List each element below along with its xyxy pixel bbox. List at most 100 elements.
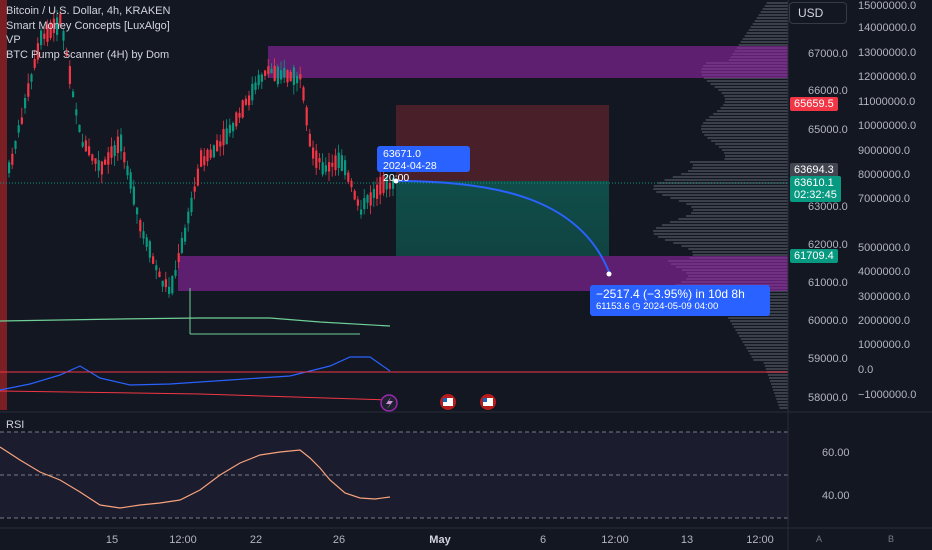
time-axis-label: 15 (105, 534, 119, 546)
volume-profile-bar (765, 368, 788, 370)
candle-body (270, 68, 273, 74)
candle-body (257, 74, 260, 86)
indicator-smc[interactable]: Smart Money Concepts [LuxAlgo] (6, 19, 170, 32)
price-axis-label: 67000.0 (808, 48, 848, 60)
candle-body (158, 271, 161, 278)
price-axis-label: 62000.0 (808, 239, 848, 251)
volume-axis-label: 4000000.0 (858, 266, 910, 278)
volume-profile-bar (774, 392, 788, 394)
bar-countdown: 02:32:45 (794, 189, 837, 201)
candle-body (331, 162, 334, 167)
volume-profile-bar (758, 14, 788, 16)
supply-zone (268, 46, 788, 78)
volume-profile-bar (772, 386, 788, 388)
price-axis-label: 66000.0 (808, 85, 848, 97)
volume-profile-bar (715, 143, 788, 145)
volume-axis-label: −1000000.0 (858, 389, 917, 401)
time-axis-label: 12:00 (601, 534, 629, 546)
target-zone (396, 181, 609, 256)
forecast-target: 61153.6 ◷ 2024-05-09 04:00 (596, 301, 764, 313)
volume-profile-bar (685, 215, 788, 217)
volume-profile-bar (733, 326, 788, 328)
candle-body (94, 158, 97, 164)
start-price: 63671.0 (383, 148, 421, 160)
volume-profile-bar (724, 98, 788, 100)
scale-b-button[interactable]: B (888, 534, 895, 544)
candle-body (43, 33, 46, 39)
volume-profile-bar (753, 359, 788, 361)
volume-profile-bar (707, 137, 788, 139)
volume-profile-bar (751, 356, 788, 358)
candle-body (251, 83, 254, 101)
currency-button[interactable]: USD (789, 2, 847, 24)
candle-body (193, 186, 196, 192)
volume-profile-bar (706, 80, 788, 82)
volume-profile-bar (678, 218, 788, 220)
volume-profile-bar (670, 197, 788, 199)
time-axis-label: 12:00 (746, 534, 774, 546)
candle-body (132, 186, 135, 205)
indicator-pump[interactable]: BTC Pump Scanner (4H) by Dom (6, 48, 170, 61)
volume-profile-bar (657, 182, 788, 184)
symbol-title[interactable]: Bitcoin / U.S. Dollar, 4h, KRAKEN (6, 5, 171, 17)
candle-body (318, 158, 321, 163)
volume-profile-bar (662, 194, 788, 196)
volume-profile-bar (702, 131, 788, 133)
candle-body (392, 178, 395, 189)
volume-profile-bar (689, 161, 788, 163)
rsi-line (0, 446, 391, 509)
volume-axis-label: 15000000.0 (858, 0, 917, 12)
candle-body (328, 162, 331, 172)
rsi-level-label: 40.00 (822, 490, 850, 502)
candle-body (196, 168, 199, 186)
auto-scale-button[interactable]: A (816, 534, 823, 544)
volume-profile-bar (770, 380, 788, 382)
forecast-tooltip: −2517.4 (−3.95%) in 10d 8h 61153.6 ◷ 202… (590, 285, 770, 316)
volume-profile-bar (709, 116, 788, 118)
candle-body (225, 128, 228, 145)
volume-profile-bar (746, 347, 788, 349)
volume-profile-bar (767, 374, 788, 376)
candle-body (337, 152, 340, 169)
volume-axis-label: 3000000.0 (858, 291, 910, 303)
volume-profile-bar (669, 221, 788, 223)
volume-profile-bar (742, 38, 788, 40)
candle-body (142, 231, 145, 239)
candle-body (286, 70, 289, 83)
volume-profile-bar (692, 164, 788, 166)
volume-axis-label: 14000000.0 (858, 22, 917, 34)
volume-profile-bar (776, 398, 788, 400)
volume-profile-bar (692, 167, 788, 169)
volume-profile-bar (702, 122, 788, 124)
volume-profile-bar (701, 128, 788, 130)
candle-body (187, 211, 190, 224)
indicator-vp[interactable]: VP (6, 34, 21, 46)
price-tag-mark: 63694.3 (790, 163, 838, 177)
volume-profile-bar (738, 44, 788, 46)
candle-body (46, 24, 49, 42)
candle-body (200, 150, 203, 167)
volume-profile-bar (673, 242, 788, 244)
candle-body (206, 149, 209, 162)
volume-profile-bar (724, 152, 788, 154)
candle-body (209, 149, 212, 158)
candle-body (248, 95, 251, 106)
candle-body (11, 153, 14, 165)
volume-axis-label: 8000000.0 (858, 169, 910, 181)
volume-profile-bar (718, 146, 788, 148)
candle-body (353, 190, 356, 200)
volume-profile-bar (713, 113, 788, 115)
volume-profile-bar (744, 35, 788, 37)
time-axis-label: May (429, 534, 451, 546)
volume-profile-bar (681, 245, 788, 247)
candle-body (219, 141, 222, 147)
rsi-title[interactable]: RSI (6, 419, 25, 431)
candle-body (17, 125, 20, 133)
volume-profile-bar (731, 323, 788, 325)
volume-profile-bar (764, 5, 788, 7)
candle-body (113, 145, 116, 157)
price-axis-label: 61000.0 (808, 277, 848, 289)
rsi-level-label: 60.00 (822, 447, 850, 459)
volume-profile-bar (742, 341, 788, 343)
